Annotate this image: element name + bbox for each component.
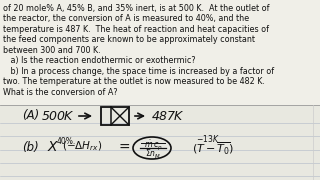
Text: 487: 487: [152, 109, 176, 123]
Text: $\dot{m}\,c_p$: $\dot{m}\,c_p$: [144, 138, 163, 152]
Text: two. The temperature at the outlet is now measured to be 482 K.: two. The temperature at the outlet is no…: [3, 78, 265, 87]
Text: $(-\Delta H_{rx})$: $(-\Delta H_{rx})$: [62, 139, 102, 153]
Text: =: =: [118, 141, 130, 155]
Text: b) In a process change, the space time is increased by a factor of: b) In a process change, the space time i…: [3, 67, 274, 76]
Text: a) Is the reaction endothermic or exothermic?: a) Is the reaction endothermic or exothe…: [3, 57, 196, 66]
Bar: [0, 0, 320, 105]
Text: the feed components are known to be approximately constant: the feed components are known to be appr…: [3, 35, 255, 44]
Text: $-13K$: $-13K$: [196, 134, 220, 145]
Bar: [101, 107, 129, 125]
Text: 500: 500: [42, 109, 66, 123]
Text: $(T-\overline{T_0})$: $(T-\overline{T_0})$: [192, 141, 234, 157]
Text: $\Sigma\dot{n}_M$: $\Sigma\dot{n}_M$: [145, 147, 161, 161]
Text: the reactor, the conversion of A is measured to 40%, and the: the reactor, the conversion of A is meas…: [3, 15, 249, 24]
Text: (b): (b): [22, 141, 39, 154]
Text: (A): (A): [22, 109, 39, 123]
Text: 40%.: 40%.: [57, 136, 76, 145]
Text: K: K: [174, 109, 182, 123]
Text: K: K: [64, 109, 72, 123]
Bar: [0, 105, 320, 180]
Text: between 300 and 700 K.: between 300 and 700 K.: [3, 46, 100, 55]
Text: temperature is 487 K.  The heat of reaction and heat capacities of: temperature is 487 K. The heat of reacti…: [3, 25, 269, 34]
Text: X: X: [48, 140, 58, 154]
Text: What is the conversion of A?: What is the conversion of A?: [3, 88, 118, 97]
Text: of 20 mole% A, 45% B, and 35% inert, is at 500 K.  At the outlet of: of 20 mole% A, 45% B, and 35% inert, is …: [3, 4, 269, 13]
